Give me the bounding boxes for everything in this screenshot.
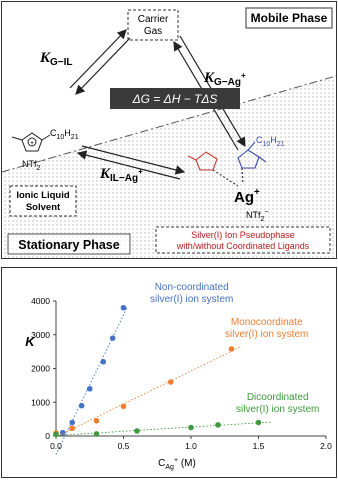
pseudophase: Silver(I) Ion Pseudophase — [191, 230, 295, 240]
series-label: Non-coordinated silver(I) ion system — [150, 282, 234, 305]
equation-box — [110, 88, 240, 109]
y-tick-label: 3000 — [31, 330, 50, 340]
x-tick-label: 2.0 — [320, 441, 332, 451]
series-label: Monocoordinate silver(I) ion system — [225, 317, 309, 340]
trend-line — [55, 306, 128, 455]
mobile-box — [245, 7, 333, 29]
data-point — [228, 346, 235, 352]
x-label-unit: (M) — [178, 458, 196, 469]
trend-line — [55, 345, 243, 438]
x-label-sup: + — [174, 457, 178, 464]
data-point — [109, 335, 116, 341]
pseudophase-box — [155, 226, 331, 254]
x-tick-label: 0.5 — [118, 441, 130, 451]
data-point — [59, 429, 66, 436]
data-point — [255, 419, 262, 426]
data-point — [120, 304, 127, 311]
data-point — [53, 431, 59, 438]
carrier-gas: Gas — [144, 26, 162, 37]
mobile-phase: Mobile Phase — [251, 11, 328, 25]
il-chain: C10H21 — [50, 128, 79, 141]
k-g-ag: KG−Ag+ — [203, 70, 246, 88]
plus: + — [30, 140, 34, 147]
data-point — [215, 422, 221, 428]
stationary-box — [7, 233, 131, 255]
x-label-base: C — [158, 458, 165, 469]
il-solvent: Ionic Liquid — [16, 190, 69, 201]
data-point — [93, 431, 100, 437]
pseudophase: with/without Coordinated Ligands — [176, 241, 310, 251]
y-tick-label: 4000 — [31, 296, 50, 306]
data-point — [69, 425, 75, 432]
x-tick-label: 1.0 — [185, 441, 197, 451]
silver-complex-structure — [187, 141, 267, 187]
stationary-phase: Stationary Phase — [18, 238, 119, 252]
chart: 0 1000 2000 3000 4000 0.0 0.5 1.0 1.5 2.0 K CAg+ (M… — [1, 267, 337, 478]
stationary-region — [2, 76, 336, 258]
phase-boundary — [1, 75, 337, 173]
ag-chain: C10H21 — [256, 135, 285, 148]
ionic-liquid-structure — [11, 132, 51, 152]
k-g-il: KG−IL — [39, 50, 73, 68]
x-label-sub: Ag — [165, 464, 174, 471]
data-point — [188, 424, 194, 431]
data-point — [120, 403, 127, 410]
data-point — [100, 358, 107, 365]
data-point — [134, 428, 140, 434]
x-axis-label: CAg+ (M) — [158, 457, 196, 471]
il-anion: NTf2− — [22, 158, 45, 172]
x-tick-label: 0.0 — [50, 441, 62, 451]
il-solvent: Solvent — [26, 202, 61, 213]
series-label: Dicoordinated silver(I) ion system — [236, 392, 320, 415]
y-tick-label: 2000 — [31, 364, 50, 374]
carrier-box — [127, 9, 179, 41]
carrier-gas: Carrier — [138, 14, 169, 25]
data-point — [167, 379, 174, 385]
x-tick-label: 1.5 — [253, 441, 265, 451]
diagram: Mobile Phase Carrier Gas KG−IL KG−Ag+ KI… — [1, 1, 337, 259]
data-point — [69, 419, 75, 426]
ag-anion: NTf2− — [246, 209, 269, 223]
solvent-box — [9, 185, 77, 217]
y-axis-label: K — [25, 334, 36, 349]
y-tick-label: 1000 — [31, 397, 50, 407]
panel-border — [1, 267, 337, 478]
y-tick-label: 0 — [45, 431, 50, 441]
k-il-ag: KIL−Ag+ — [99, 166, 143, 184]
data-point — [86, 385, 93, 392]
trend-line — [55, 421, 271, 436]
data-point — [78, 402, 85, 409]
ag-ion: Ag+ — [234, 187, 260, 206]
equation: ΔG = ΔH − TΔS — [132, 92, 218, 106]
data-point — [93, 418, 100, 424]
